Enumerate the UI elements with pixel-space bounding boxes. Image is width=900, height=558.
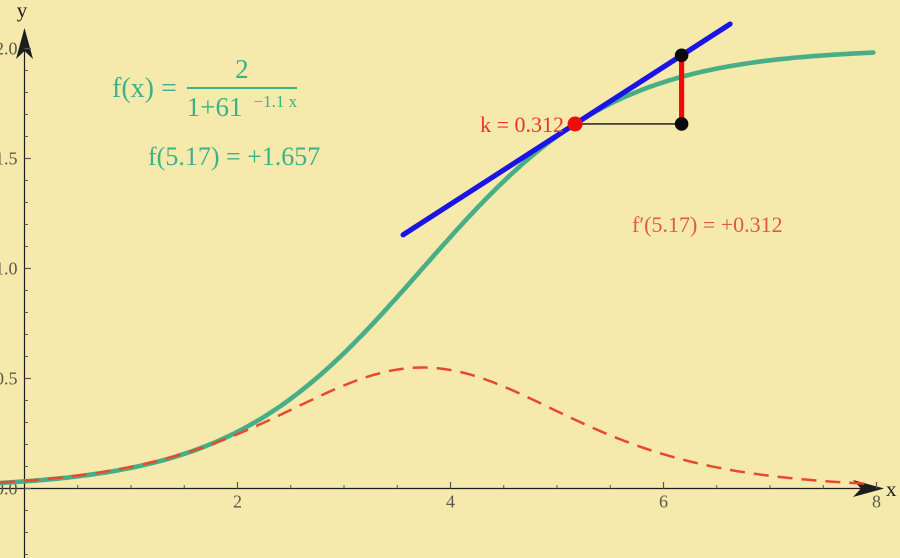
formula-numerator: 2: [186, 56, 298, 89]
curve-f-derivative: [0, 366, 874, 486]
function-value-label: f(5.17) = +1.657: [148, 142, 321, 171]
formula-denominator-base: 1+61: [186, 92, 243, 122]
derivative-value-label: f′(5.17) = +0.312: [632, 212, 783, 237]
formula-denominator: 1+61 −1.1 x: [187, 89, 297, 121]
slope-k-label: k = 0.312: [480, 112, 564, 137]
formula-fraction: 2 1+61 −1.1 x: [186, 56, 298, 121]
y-axis-arrow-icon: [16, 28, 33, 59]
y-axis-title: y: [17, 0, 28, 22]
y-tick-label: 1.5: [0, 149, 18, 169]
x-tick-label: 4: [446, 492, 455, 512]
y-tick-label: 0.5: [0, 369, 18, 389]
x-tick-label: 2: [233, 492, 242, 512]
tangent-line: [400, 21, 733, 238]
formula-lhs: f(x) =: [112, 72, 177, 104]
tangent-point[interactable]: [567, 116, 583, 132]
formula-exponent: −1.1 x: [253, 92, 298, 111]
y-tick-label: 1.0: [0, 259, 18, 279]
slope-corner-point: [674, 117, 689, 131]
x-tick-label: 8: [872, 492, 881, 512]
slope-top-point: [674, 48, 689, 63]
x-axis-title: x: [886, 477, 897, 501]
formula: f(x) = 2 1+61 −1.1 x: [112, 56, 298, 121]
y-tick-label: 2.0: [0, 39, 18, 59]
x-tick-label: 6: [659, 492, 668, 512]
